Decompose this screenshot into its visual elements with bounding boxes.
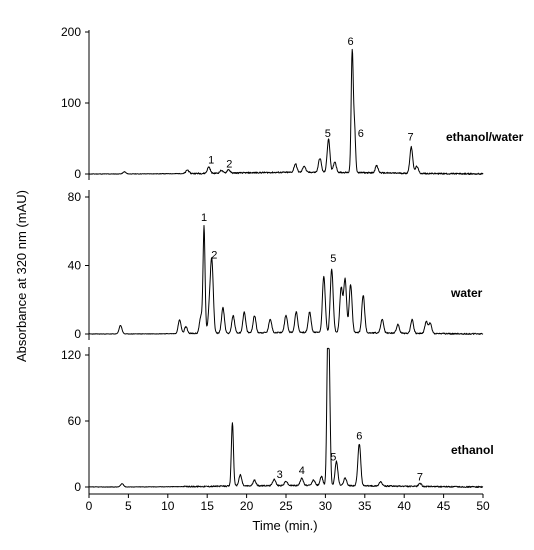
peak-label: 6 — [348, 36, 354, 48]
y-tick-label: 0 — [74, 480, 81, 494]
y-tick-label: 40 — [68, 259, 82, 273]
x-axis-title: Time (min.) — [252, 518, 317, 533]
peak-label: 6 — [358, 128, 364, 140]
x-tick-label: 15 — [201, 499, 215, 513]
x-tick-label: 20 — [240, 499, 254, 513]
peak-label: 1 — [201, 212, 207, 224]
chromatogram-trace — [88, 48, 484, 175]
x-tick-label: 25 — [279, 499, 293, 513]
x-tick-label: 5 — [125, 499, 132, 513]
peak-label: 2 — [226, 159, 232, 171]
peak-label: 7 — [407, 132, 413, 144]
panel-2: 0 40 80 1 2 5 water — [68, 190, 484, 341]
chromatogram-trace — [88, 347, 484, 488]
chromatogram-trace — [88, 225, 484, 335]
series-label: ethanol/water — [446, 130, 524, 144]
peak-label: 5 — [330, 452, 336, 464]
y-tick-label: 0 — [74, 327, 81, 341]
y-tick-label: 200 — [61, 25, 81, 39]
x-tick-label: 30 — [319, 499, 333, 513]
panel-3: 0 60 120 3 4 5 6 7 ethanol — [61, 347, 494, 494]
x-tick-label: 35 — [358, 499, 372, 513]
y-tick-label: 60 — [68, 414, 82, 428]
y-tick-label: 100 — [61, 96, 81, 110]
x-tick-label: 50 — [476, 499, 490, 513]
x-tick-label: 40 — [398, 499, 412, 513]
y-tick-label: 120 — [61, 348, 81, 362]
x-axis: 0 5 10 15 20 25 30 35 40 45 50 — [86, 493, 490, 513]
panel-1: 0 100 200 1 2 5 6 6 7 ethanol/water — [61, 25, 524, 181]
peak-label: 7 — [417, 471, 423, 483]
series-label: water — [450, 286, 483, 300]
y-tick-label: 80 — [68, 190, 82, 204]
y-axis-title: Absorbance at 320 nm (mAU) — [14, 190, 29, 362]
peak-label: 3 — [277, 469, 283, 481]
peak-label: 6 — [356, 431, 362, 443]
y-tick-label: 0 — [74, 167, 81, 181]
peak-label: 5 — [325, 128, 331, 140]
peak-label: 5 — [330, 253, 336, 265]
peak-label: 2 — [211, 250, 217, 262]
x-tick-label: 0 — [86, 499, 93, 513]
peak-label: 4 — [299, 465, 305, 477]
peak-label: 1 — [208, 154, 214, 166]
series-label: ethanol — [451, 443, 494, 457]
x-tick-label: 45 — [437, 499, 451, 513]
x-tick-label: 10 — [161, 499, 175, 513]
